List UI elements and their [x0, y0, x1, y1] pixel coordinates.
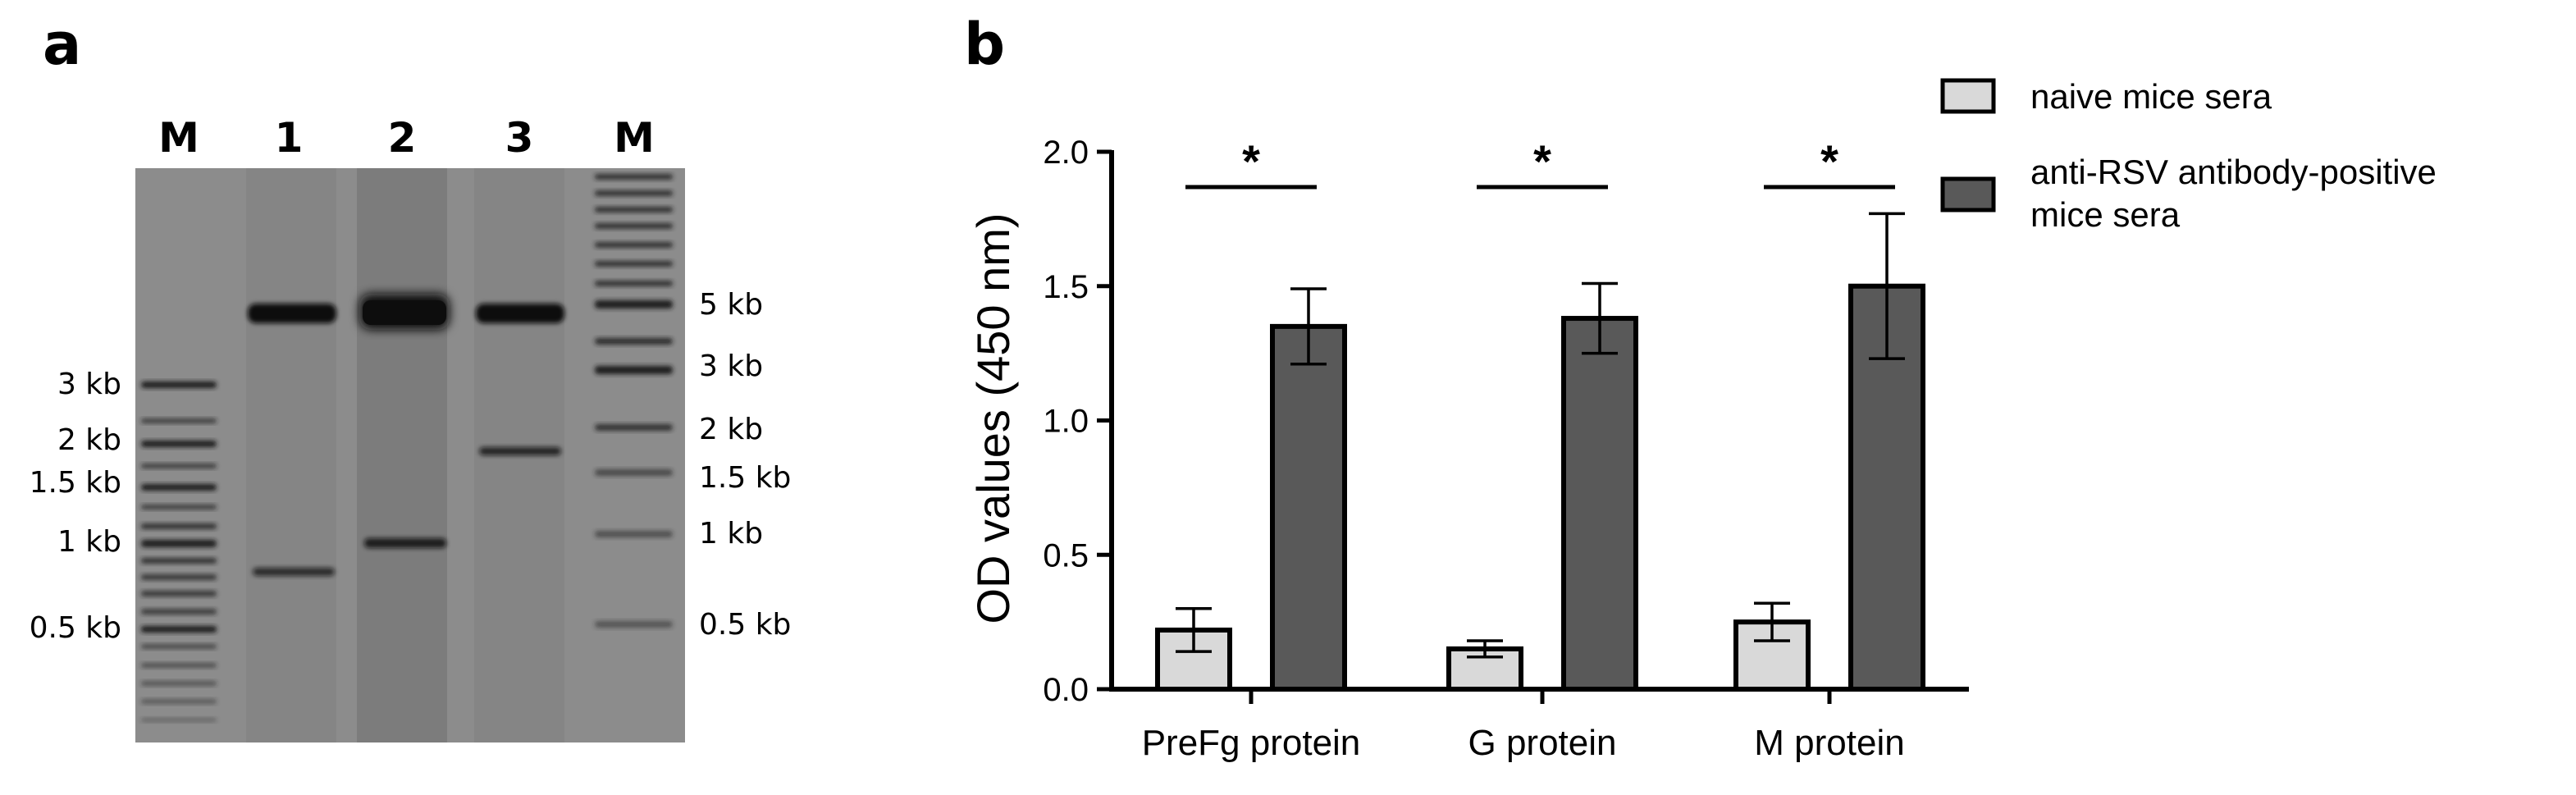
ladder-band [141, 574, 217, 580]
ladder-band [141, 540, 217, 547]
legend-label-naive: naive mice sera [2030, 77, 2272, 116]
left-marker-label: 1.5 kb [30, 466, 121, 500]
ladder-band [595, 469, 673, 476]
right-marker-label: 5 kb [699, 288, 763, 322]
ladder-band [595, 207, 673, 212]
gel-lane-smear [357, 168, 447, 742]
x-tick-label: G protein [1468, 723, 1617, 763]
ladder-band [141, 626, 217, 633]
right-marker-label: 1.5 kb [699, 461, 791, 495]
ladder-band [141, 464, 217, 468]
ladder-band [595, 242, 673, 248]
lane-label-3: 3 [505, 114, 534, 162]
lane-label-1: 1 [275, 114, 304, 162]
ladder-band [595, 621, 673, 628]
lane1-band-high [248, 304, 336, 323]
ladder-band [595, 300, 673, 308]
y-tick-label: 1.5 [1043, 269, 1089, 305]
left-marker-label: 0.5 kb [30, 611, 121, 645]
bar-positive [1561, 316, 1638, 692]
legend-label-positive-line-2: mice sera [2030, 195, 2181, 234]
ladder-band [141, 558, 217, 564]
right-ladder [595, 174, 673, 628]
ladder-band [141, 681, 217, 686]
panel-b-letter: b [964, 11, 1005, 78]
ladder-band [595, 531, 673, 537]
ladder-band [141, 644, 217, 649]
lane2-band-low [364, 538, 446, 548]
gel-lane-smear [246, 168, 336, 742]
bar-positive [1270, 323, 1347, 692]
ladder-band [595, 281, 673, 286]
lane3-band-low [479, 447, 561, 455]
legend-label-positive: anti-RSV antibody-positive mice sera [2030, 153, 2446, 234]
significance-star: * [1242, 135, 1260, 187]
chart-labels: 0.0 0.5 1.0 1.5 2.0 PreFg protein * G protein * M… [1043, 135, 1904, 763]
right-marker-label: 0.5 kb [699, 608, 791, 642]
x-tick-label: M protein [1754, 723, 1904, 763]
ladder-band [595, 261, 673, 267]
significance-star: * [1820, 135, 1838, 187]
y-tick-label: 0.0 [1043, 672, 1089, 708]
ladder-band [141, 699, 217, 704]
legend-label-positive-line-1: anti-RSV antibody-positive [2030, 153, 2437, 191]
ladder-band [595, 174, 673, 180]
x-tick-label: PreFg protein [1142, 723, 1361, 763]
left-marker-label: 1 kb [57, 525, 121, 559]
ladder-band [141, 718, 217, 722]
ladder-band [141, 418, 217, 423]
panel-a-letter: a [43, 11, 81, 78]
ladder-band [141, 591, 217, 596]
legend-swatch-naive [1940, 78, 1996, 114]
chart-bars [1155, 212, 1925, 692]
ladder-band [141, 663, 217, 668]
lane-label-m-right: M [614, 114, 655, 162]
ladder-band [595, 223, 673, 229]
legend-swatch-positive [1940, 176, 1996, 212]
lane3-band-high [476, 304, 564, 323]
y-tick-label: 2.0 [1043, 135, 1089, 171]
sample-bands [248, 294, 564, 576]
right-marker-label: 1 kb [699, 517, 763, 551]
ladder-band [141, 505, 217, 509]
ladder-band [141, 609, 217, 615]
ladder-band [141, 523, 217, 529]
chart-axes [1097, 149, 1969, 704]
lane2-band-high-core [363, 300, 446, 325]
left-marker-label: 3 kb [57, 368, 121, 401]
left-marker-label: 2 kb [57, 423, 121, 457]
ladder-band [595, 366, 673, 374]
ladder-band [595, 424, 673, 431]
significance-star: * [1533, 135, 1551, 187]
ladder-band [595, 338, 673, 345]
left-ladder [141, 382, 217, 722]
lane1-band-low [253, 568, 335, 576]
y-tick-label: 1.0 [1043, 404, 1089, 440]
lane-label-2: 2 [388, 114, 417, 162]
legend: naive mice sera anti-RSV antibody-positi… [1940, 77, 2446, 234]
gel-panel: M 1 2 3 M [30, 114, 791, 742]
lane-label-m-left: M [158, 114, 199, 162]
y-tick-label: 0.5 [1043, 537, 1089, 573]
right-marker-label: 2 kb [699, 413, 763, 446]
ladder-band [141, 441, 217, 447]
y-axis-title: OD values (450 nm) [967, 212, 1019, 624]
bar-chart: OD values (450 nm) 0.0 0.5 1.0 1.5 2.0 PreFg … [967, 135, 1969, 763]
ladder-band [595, 190, 673, 196]
ladder-band [141, 382, 217, 388]
right-marker-label: 3 kb [699, 350, 763, 383]
ladder-band [141, 484, 217, 491]
